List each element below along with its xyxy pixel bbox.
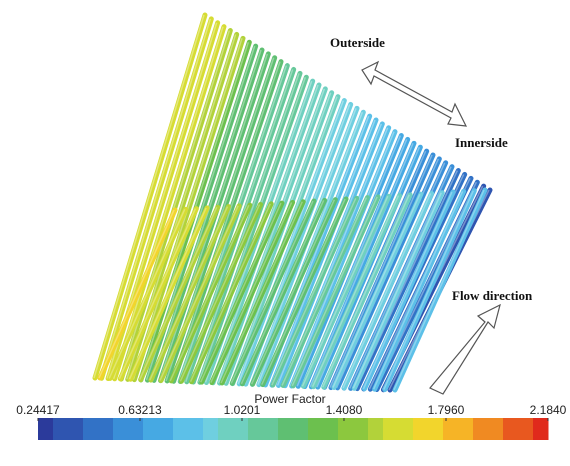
colorbar-swatch xyxy=(533,418,549,440)
flow-label: Flow direction xyxy=(452,288,533,303)
colorbar-tick-label: 2.1840 xyxy=(530,403,567,417)
colorbar-tick-label: 1.0201 xyxy=(224,403,261,417)
colorbar-swatch xyxy=(278,418,294,440)
colorbar-tick-label: 1.4080 xyxy=(326,403,363,417)
colorbar-swatch xyxy=(143,418,159,440)
colorbar-swatch xyxy=(338,418,354,440)
colorbar-swatch xyxy=(458,418,474,440)
colorbar-swatch xyxy=(68,418,84,440)
colorbar-swatch xyxy=(383,418,399,440)
colorbar-swatch xyxy=(83,418,99,440)
colorbar: 0.24417 0.63213 1.0201 1.4080 1.7960 2.1840 xyxy=(16,403,566,440)
colorbar-title: Power Factor xyxy=(254,392,325,406)
radial-arrow xyxy=(362,62,466,126)
colorbar-swatch xyxy=(413,418,429,440)
colorbar-swatch xyxy=(518,418,534,440)
colorbar-swatch xyxy=(368,418,384,440)
visualization: Outerside Innerside Flow direction Power… xyxy=(0,0,570,466)
colorbar-swatch xyxy=(308,418,324,440)
fuel-rods xyxy=(94,15,490,390)
colorbar-swatch xyxy=(323,418,339,440)
colorbar-swatch xyxy=(128,418,144,440)
colorbar-swatch xyxy=(113,418,129,440)
colorbar-swatch xyxy=(218,418,234,440)
colorbar-tick-label: 1.7960 xyxy=(428,403,465,417)
colorbar-swatch xyxy=(398,418,414,440)
flow-arrow xyxy=(430,305,500,394)
colorbar-swatch xyxy=(428,418,444,440)
colorbar-tick-label: 0.24417 xyxy=(16,403,60,417)
colorbar-swatch xyxy=(233,418,249,440)
colorbar-swatch xyxy=(158,418,174,440)
colorbar-swatch xyxy=(293,418,309,440)
outerside-label: Outerside xyxy=(330,35,385,50)
colorbar-swatch xyxy=(188,418,204,440)
colorbar-swatch xyxy=(98,418,114,440)
colorbar-swatch xyxy=(173,418,189,440)
colorbar-swatch xyxy=(38,418,54,440)
innerside-label: Innerside xyxy=(455,135,508,150)
colorbar-swatch xyxy=(53,418,69,440)
colorbar-swatch xyxy=(443,418,459,440)
colorbar-swatch xyxy=(248,418,264,440)
colorbar-swatch xyxy=(488,418,504,440)
colorbar-swatch xyxy=(473,418,489,440)
colorbar-swatch xyxy=(203,418,219,440)
colorbar-tick-label: 0.63213 xyxy=(118,403,162,417)
colorbar-swatch xyxy=(503,418,519,440)
colorbar-swatch xyxy=(263,418,279,440)
colorbar-swatch xyxy=(353,418,369,440)
